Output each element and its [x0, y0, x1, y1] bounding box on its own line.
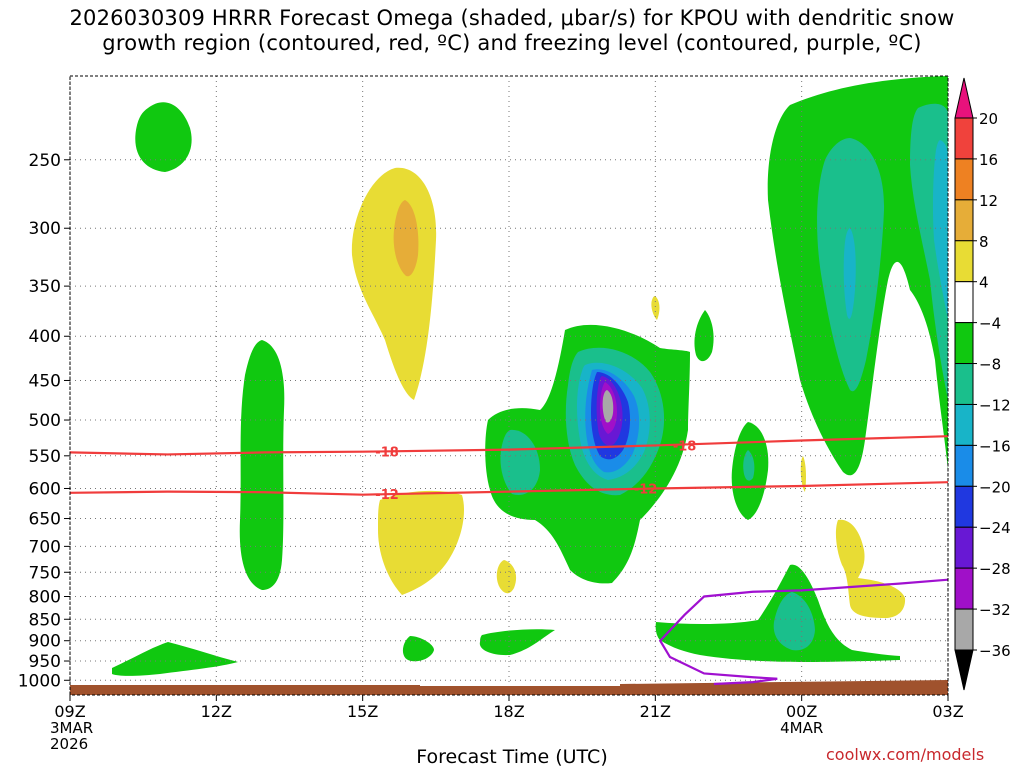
colorbar-swatch-7 — [954, 403, 974, 446]
contour-dendritic-12 — [69, 481, 949, 496]
x-tick-label-21Z: 21Z — [640, 702, 671, 721]
colorbar-label-12: −32 — [979, 601, 1011, 619]
colorbar-label-13: −36 — [979, 642, 1011, 660]
colorbar-label-8: −16 — [979, 437, 1011, 455]
y-tick-label-500: 500 — [29, 411, 61, 431]
title-line-1: 2026030309 HRRR Forecast Omega (shaded, … — [69, 6, 955, 30]
colorbar-label-4: 4 — [979, 274, 989, 292]
y-tick-label-700: 700 — [29, 537, 61, 557]
colorbar-swatch-6 — [954, 363, 974, 405]
title-line-2: growth region (contoured, red, ºC) and f… — [102, 31, 922, 55]
colorbar-swatch-3 — [954, 240, 974, 283]
colorbar-swatch-12 — [954, 608, 974, 651]
x-tick-label-12Z: 12Z — [201, 702, 232, 721]
shade-yellow-00z — [800, 456, 807, 492]
shade-yellow-tiny — [651, 296, 660, 320]
colorbar-top-arrow — [954, 77, 974, 119]
colorbar-label-3: 8 — [979, 233, 989, 251]
colorbar-swatch-2 — [954, 199, 974, 242]
x-tick-label-18Z: 18Z — [493, 702, 524, 721]
y-tick-label-950: 950 — [29, 652, 61, 672]
colorbar: 20 16 12 8 4 −4 −8 −12 −16 −20 −24 −28 −32 −36 — [954, 77, 1011, 691]
shade-teal-23z — [743, 450, 755, 481]
colorbar-swatch-10 — [954, 526, 974, 569]
contour-label-dendritic-18-1: -18 — [673, 440, 697, 455]
y-tick-label-450: 450 — [29, 371, 61, 391]
shade-teal-left — [500, 429, 540, 495]
colorbar-label-10: −24 — [979, 519, 1011, 537]
contour-freezing-level — [658, 578, 949, 686]
shade-green-small-22z — [694, 310, 714, 362]
shade-teal-lower-right — [773, 592, 815, 651]
chart-title: 2026030309 HRRR Forecast Omega (shaded, … — [0, 6, 1024, 56]
contour-lines: -18 -18 -12 -12 — [69, 435, 949, 686]
y-tick-label-900: 900 — [29, 632, 61, 652]
colorbar-swatch-9 — [954, 485, 974, 528]
shade-green-column — [239, 340, 285, 590]
shade-yellow-plume — [351, 167, 437, 400]
colorbar-label-7: −12 — [979, 396, 1011, 414]
y-tick-label-650: 650 — [29, 510, 61, 530]
y-axis: 2503003504004505005506006507007508008509… — [18, 151, 70, 691]
grid-lines — [69, 76, 949, 695]
x-tick-label-09Z: 09Z — [54, 702, 85, 721]
shade-green-lower-left — [112, 642, 238, 676]
contour-label-dendritic-12-1: -12 — [634, 483, 658, 498]
y-tick-label-250: 250 — [29, 151, 61, 171]
colorbar-label-11: −28 — [979, 560, 1011, 578]
shade-cyan-center-right — [843, 228, 856, 319]
colorbar-label-9: −20 — [979, 478, 1011, 496]
shade-green-16z-low — [402, 636, 434, 662]
y-tick-label-300: 300 — [29, 219, 61, 239]
y-tick-label-400: 400 — [29, 327, 61, 347]
colorbar-label-2: 12 — [979, 192, 998, 210]
shade-green-18z-low — [479, 629, 555, 656]
contour-label-dendritic-12-0: -12 — [375, 488, 399, 503]
y-tick-label-350: 350 — [29, 277, 61, 297]
x-date-label-4MAR: 4MAR — [780, 719, 823, 737]
x-tick-label-03Z: 03Z — [932, 702, 963, 721]
shade-orange-core — [393, 200, 419, 277]
shade-cyan-right — [932, 140, 948, 320]
x-tick-label-00Z: 00Z — [786, 702, 817, 721]
x-axis-title: Forecast Time (UTC) — [416, 746, 608, 768]
omega-shading — [112, 76, 948, 676]
y-tick-label-800: 800 — [29, 587, 61, 607]
colorbar-label-6: −8 — [979, 356, 1001, 374]
terrain-surface — [70, 680, 948, 695]
x-year-label: 2026 — [50, 735, 88, 753]
x-date-label-3MAR: 3MAR — [50, 719, 93, 737]
shade-yellow-small — [496, 560, 517, 594]
colorbar-label-1: 16 — [979, 151, 998, 169]
shade-gray-core — [602, 390, 614, 423]
colorbar-label-0: 20 — [979, 110, 998, 128]
y-tick-label-750: 750 — [29, 563, 61, 583]
y-tick-label-600: 600 — [29, 479, 61, 499]
shade-green-upper-left — [135, 102, 192, 172]
colorbar-swatch-1 — [954, 158, 974, 201]
colorbar-label-5: −4 — [979, 315, 1001, 333]
colorbar-swatch-11 — [954, 567, 974, 610]
contour-label-dendritic-18-0: -18 — [375, 445, 399, 460]
source-credit: coolwx.com/models — [826, 745, 985, 764]
colorbar-bottom-arrow — [954, 649, 974, 691]
shade-yellow-lower — [378, 490, 465, 595]
y-tick-label-850: 850 — [29, 610, 61, 630]
colorbar-swatch-4 — [954, 281, 974, 324]
y-tick-label-550: 550 — [29, 447, 61, 467]
y-tick-label-1000: 1000 — [18, 671, 61, 691]
colorbar-swatch-5 — [954, 322, 974, 365]
shade-yellow-lower-right — [835, 519, 906, 618]
colorbar-swatch-0 — [954, 117, 974, 160]
colorbar-swatch-8 — [954, 444, 974, 487]
x-tick-label-15Z: 15Z — [347, 702, 378, 721]
contour-dendritic-18 — [69, 435, 949, 456]
